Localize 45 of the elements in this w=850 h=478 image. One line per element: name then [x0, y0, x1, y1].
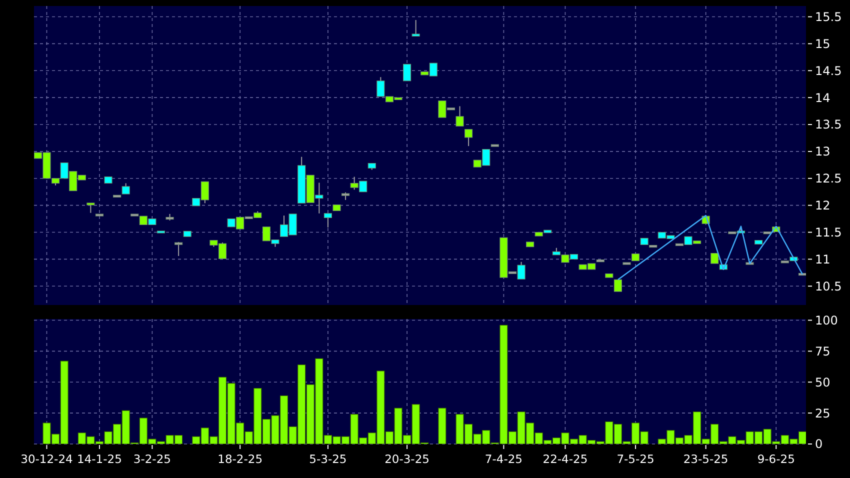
x-tick-label: 23-5-25 — [683, 452, 728, 466]
y-tick-label: 13.5 — [815, 118, 842, 132]
candlestick — [412, 20, 420, 37]
y-tick-label: 75 — [815, 344, 830, 358]
y-tick-label: 11 — [815, 252, 830, 266]
bar — [438, 408, 446, 444]
y-tick-label: 15.5 — [815, 10, 842, 24]
y-tick-label: 14 — [815, 90, 830, 105]
y-tick-label: 25 — [815, 406, 830, 420]
y-tick-label: 13 — [815, 144, 830, 159]
y-tick-label: 0 — [815, 437, 823, 452]
candlestick — [490, 144, 499, 147]
y-tick-label: 14.5 — [815, 64, 842, 78]
x-tick-label: 20-3-25 — [384, 452, 430, 466]
y-tick-label: 12.5 — [815, 172, 842, 186]
x-tick-label: 14-1-25 — [77, 452, 122, 466]
candlestick — [596, 260, 604, 262]
candlestick — [113, 194, 122, 198]
y-tick-label: 100 — [815, 313, 838, 328]
x-tick-label: 3-2-25 — [133, 452, 171, 466]
y-tick-label: 15 — [815, 36, 830, 51]
candlestick — [464, 128, 473, 147]
x-tick-label: 5-3-25 — [309, 452, 347, 466]
candlestick — [86, 202, 95, 214]
line-series — [617, 214, 804, 280]
x-tick-label: 18-2-25 — [218, 452, 263, 466]
candlestick — [122, 182, 130, 195]
candlestick — [710, 252, 719, 264]
candlestick — [95, 214, 104, 216]
y-tick-label: 12 — [815, 198, 830, 213]
candlestick — [649, 244, 658, 248]
x-tick-label: 9-6-25 — [757, 452, 795, 466]
x-tick-label: 30-12-24 — [20, 452, 73, 466]
x-tick-label: 22-4-25 — [542, 452, 588, 466]
candlestick — [622, 262, 631, 265]
y-tick-label: 10.5 — [815, 279, 842, 294]
candlestick — [614, 279, 622, 292]
x-tick-label: 7-5-25 — [616, 452, 654, 466]
candlestick — [403, 64, 412, 82]
y-tick-label: 11.5 — [815, 225, 842, 240]
y-tick-label: 50 — [815, 375, 830, 390]
x-tick-label: 7-4-25 — [484, 452, 522, 466]
candlestick — [324, 212, 332, 228]
candlestick — [174, 241, 183, 256]
candlestick — [456, 106, 464, 127]
